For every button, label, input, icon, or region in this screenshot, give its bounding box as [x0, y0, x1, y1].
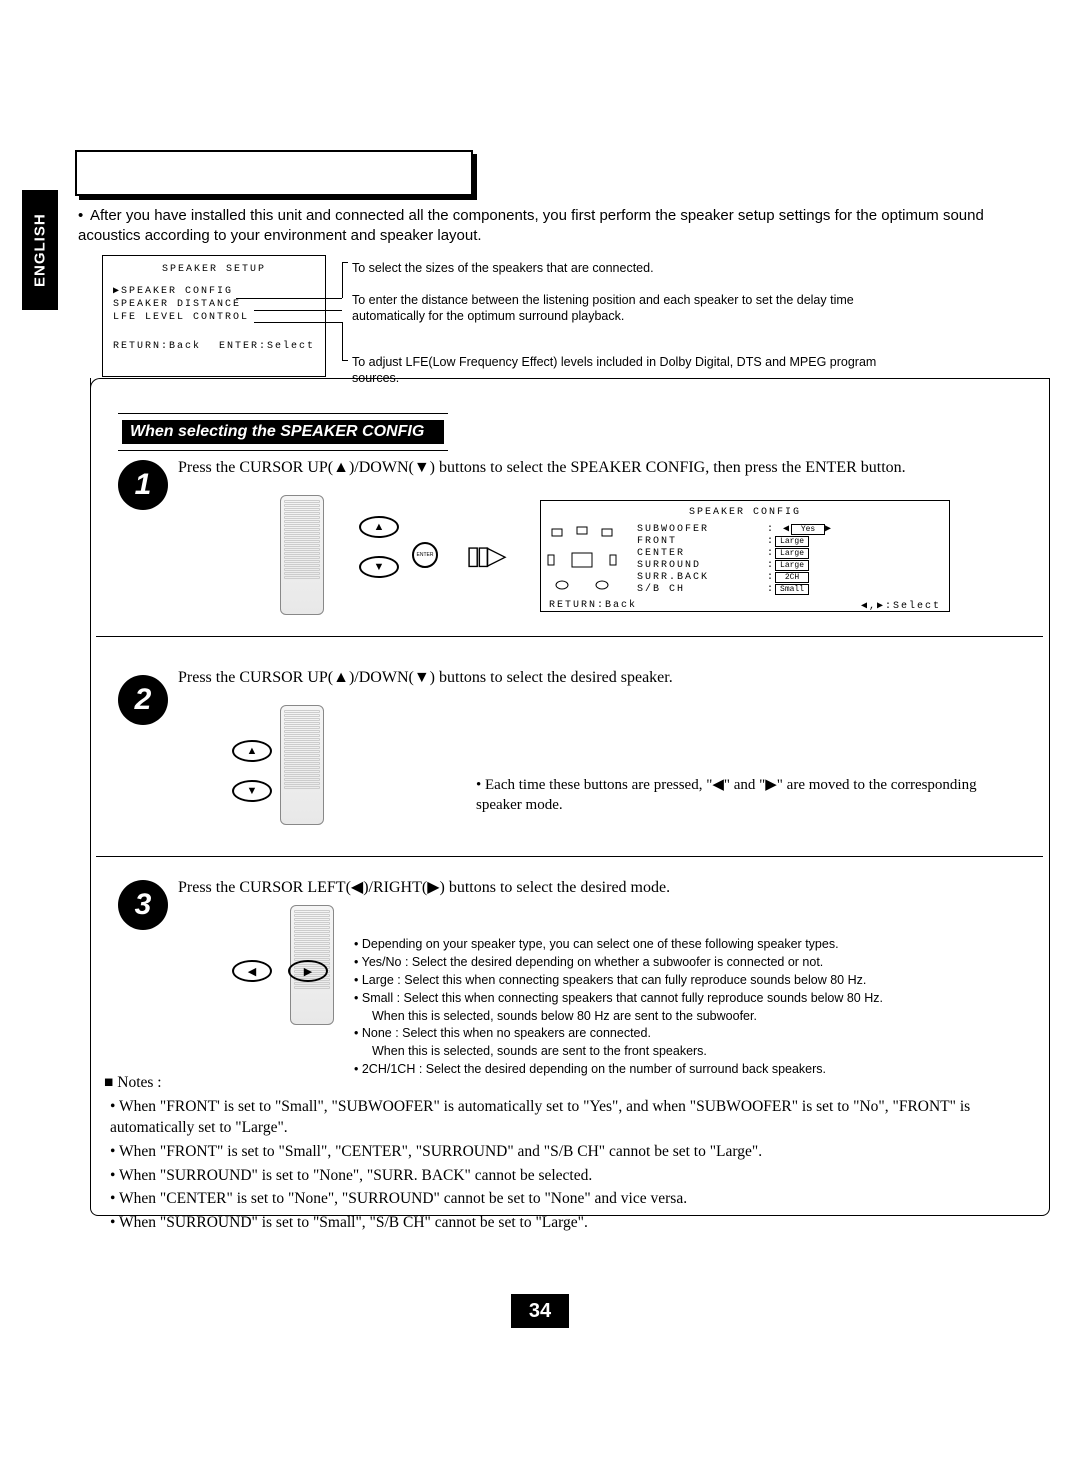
menu-desc-1: To select the sizes of the speakers that… [352, 260, 912, 276]
cursor-right-icon: ▶ [288, 960, 328, 982]
config-label: SURR.BACK [637, 572, 767, 583]
speaker-type-list: • Depending on your speaker type, you ca… [354, 935, 1034, 1079]
config-label: SURROUND [637, 560, 767, 571]
config-label: FRONT [637, 536, 767, 547]
type-desc: Yes/No : Select the desired depending on… [362, 955, 824, 969]
connector-line [342, 262, 343, 298]
frame-corner [90, 378, 104, 392]
config-value: Large [775, 560, 809, 571]
type-desc-sub: When this is selected, sounds below 80 H… [372, 1009, 757, 1023]
connector-line [236, 298, 342, 299]
config-title: SPEAKER CONFIG [549, 507, 941, 518]
enter-button-icon: ENTER [412, 542, 438, 568]
divider [96, 636, 1043, 637]
note-item: When "FRONT' is set to "Small", "SUBWOOF… [110, 1098, 970, 1137]
config-value: Yes [791, 524, 825, 535]
config-value: Large [775, 548, 809, 559]
section-title-container: When selecting the SPEAKER CONFIG [118, 413, 448, 451]
cursor-down-icon: ▼ [359, 556, 399, 578]
menu-title: SPEAKER SETUP [113, 264, 315, 275]
connector-line [342, 360, 348, 361]
cursor-buttons: ▲ ▼ [359, 516, 399, 578]
connector-line [342, 322, 343, 360]
config-value: 2CH [775, 572, 809, 583]
note-item: When "SURROUND" is set to "Small", "S/B … [119, 1214, 588, 1231]
menu-desc-2: To enter the distance between the listen… [352, 292, 912, 325]
room-diagram-icon [546, 525, 618, 595]
remote-illustration [280, 495, 324, 615]
connector-line [254, 322, 342, 323]
config-label: SUBWOOFER [637, 524, 767, 535]
intro-text: •After you have installed this unit and … [78, 206, 1038, 247]
step-number-2: 2 [118, 675, 168, 725]
config-footer-right: ◀,▶:Select [861, 600, 941, 612]
step-number-3: 3 [118, 880, 168, 930]
divider [96, 856, 1043, 857]
config-label: S/B CH [637, 584, 767, 595]
step2-text: Press the CURSOR UP(▲)/DOWN(▼) buttons t… [178, 668, 1038, 689]
step3-text: Press the CURSOR LEFT(◀)/RIGHT(▶) button… [178, 878, 1038, 899]
cursor-buttons: ◀ ▶ [232, 960, 328, 982]
config-value: Small [775, 584, 809, 595]
type-desc-sub: When this is selected, sounds are sent t… [372, 1044, 707, 1058]
cursor-up-icon: ▲ [359, 516, 399, 538]
type-desc: Large : Select this when connecting spea… [362, 973, 866, 987]
step2-note: • Each time these buttons are pressed, "… [476, 775, 1026, 816]
language-tab: ENGLISH [22, 190, 58, 310]
config-value: Large [775, 536, 809, 547]
type-desc: Small : Select this when connecting spea… [362, 991, 883, 1005]
section-header-box [75, 150, 473, 196]
page-number: 34 [0, 1300, 1080, 1323]
note-item: When "SURROUND" is set to "None", "SURR.… [119, 1167, 592, 1184]
note-item: When "FRONT" is set to "Small", "CENTER"… [119, 1143, 762, 1160]
config-footer-left: RETURN:Back [549, 600, 637, 612]
config-label: CENTER [637, 548, 767, 559]
connector-line [342, 262, 348, 263]
type-desc: None : Select this when no speakers are … [362, 1026, 651, 1040]
section-title: When selecting the SPEAKER CONFIG [122, 420, 444, 444]
menu-footer-right: ENTER:Select [219, 341, 315, 352]
cursor-down-icon: ▼ [232, 780, 272, 802]
cursor-up-icon: ▲ [232, 740, 272, 762]
menu-item: ▶SPEAKER CONFIG [113, 285, 315, 297]
cursor-left-icon: ◀ [232, 960, 272, 982]
cursor-buttons: ▲ ▼ [232, 740, 272, 802]
page-number-value: 34 [511, 1294, 569, 1328]
speaker-setup-menu: SPEAKER SETUP ▶SPEAKER CONFIG SPEAKER DI… [102, 255, 326, 377]
connector-line [254, 310, 342, 311]
remote-illustration [280, 705, 324, 825]
intro-content: After you have installed this unit and c… [78, 207, 984, 244]
arrow-right-icon: ▯▯▷ [466, 540, 503, 571]
frame-top [100, 378, 1050, 379]
step1-text: Press the CURSOR UP(▲)/DOWN(▼) buttons t… [178, 458, 1038, 479]
step-number-1: 1 [118, 460, 168, 510]
menu-footer-left: RETURN:Back [113, 341, 201, 352]
notes-section: Notes : • When "FRONT' is set to "Small"… [104, 1072, 1034, 1236]
menu-item: SPEAKER DISTANCE [113, 299, 315, 310]
type-desc: Depending on your speaker type, you can … [362, 937, 839, 951]
note-item: When "CENTER" is set to "None", "SURROUN… [119, 1190, 687, 1207]
notes-heading: Notes : [104, 1072, 1034, 1094]
step2-note-text: Each time these buttons are pressed, "◀"… [476, 777, 977, 813]
